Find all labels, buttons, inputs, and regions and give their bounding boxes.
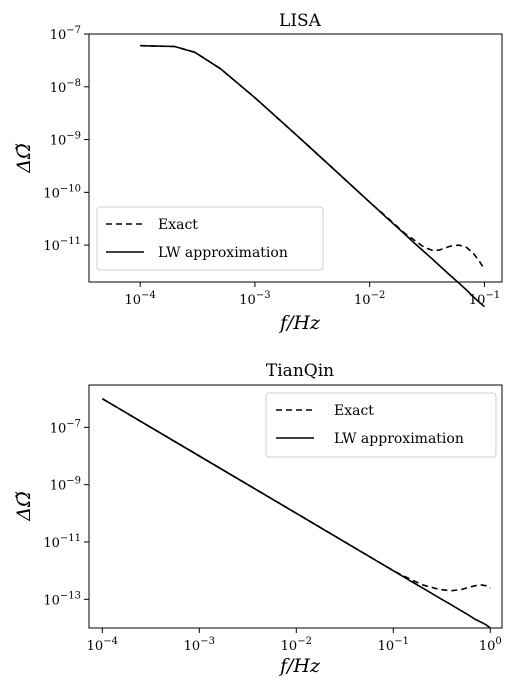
x-tick-label: 10−4 (125, 290, 156, 308)
x-axis-label: f/Hz (278, 655, 321, 677)
plot-frame (88, 33, 503, 283)
plot-frame (88, 384, 503, 629)
chart-lisa: LISA 10−4 10−3 10−2 10−1 10−11 10−10 10−9 10−8… (13, 11, 503, 334)
legend: Exact LW approximation (96, 206, 324, 271)
x-tick-label: 10−1 (378, 636, 409, 654)
series-line-lw (140, 44, 485, 308)
x-tick-label: 10−1 (469, 290, 500, 308)
y-tick-label: 10−9 (50, 131, 81, 149)
x-tick-label: 100 (479, 636, 502, 654)
y-tick-label: 10−11 (43, 533, 81, 551)
y-ticks: 10−13 10−11 10−9 10−7 (43, 418, 89, 608)
chart-title: LISA (279, 11, 322, 31)
y-tick-label: 10−8 (50, 78, 81, 96)
chart-title: TianQin (266, 361, 334, 381)
y-axis-label: ΔΩ̃ (13, 143, 35, 173)
y-axis-label: ΔΩ̃ (13, 491, 35, 521)
y-tick-label: 10−11 (43, 236, 81, 254)
x-ticks: 10−4 10−3 10−2 10−1 100 (87, 628, 502, 654)
y-tick-label: 10−9 (50, 476, 81, 494)
chart-tianqin: TianQin 10−4 10−3 10−2 10−1 100 10−1310−1110… (13, 361, 503, 677)
legend-label-lw: LW approximation (158, 245, 288, 261)
x-tick-label: 10−2 (281, 636, 312, 654)
x-axis-label: f/Hz (278, 312, 321, 334)
series-group (101, 398, 491, 629)
y-tick-label: 10−10 (43, 183, 81, 201)
legend-label-exact: Exact (334, 403, 374, 419)
x-tick-label: 10−3 (239, 290, 270, 308)
y-tick-label: 10−7 (50, 418, 81, 436)
legend: Exact LW approximation (265, 392, 497, 458)
y-tick-label: 10−13 (43, 590, 81, 608)
legend-label-exact: Exact (158, 217, 198, 233)
y-ticks: 10−11 10−10 10−9 10−8 10−7 (43, 25, 89, 254)
series-line-lw (101, 398, 491, 629)
legend-box (265, 392, 497, 458)
x-tick-label: 10−2 (354, 290, 385, 308)
legend-label-lw: LW approximation (334, 431, 464, 447)
legend-box (96, 206, 324, 271)
x-tick-label: 10−3 (184, 636, 215, 654)
x-ticks: 10−4 10−3 10−2 10−1 (125, 282, 500, 308)
x-tick-label: 10−4 (87, 636, 118, 654)
y-tick-label: 10−7 (50, 25, 81, 43)
series-group (140, 44, 486, 308)
